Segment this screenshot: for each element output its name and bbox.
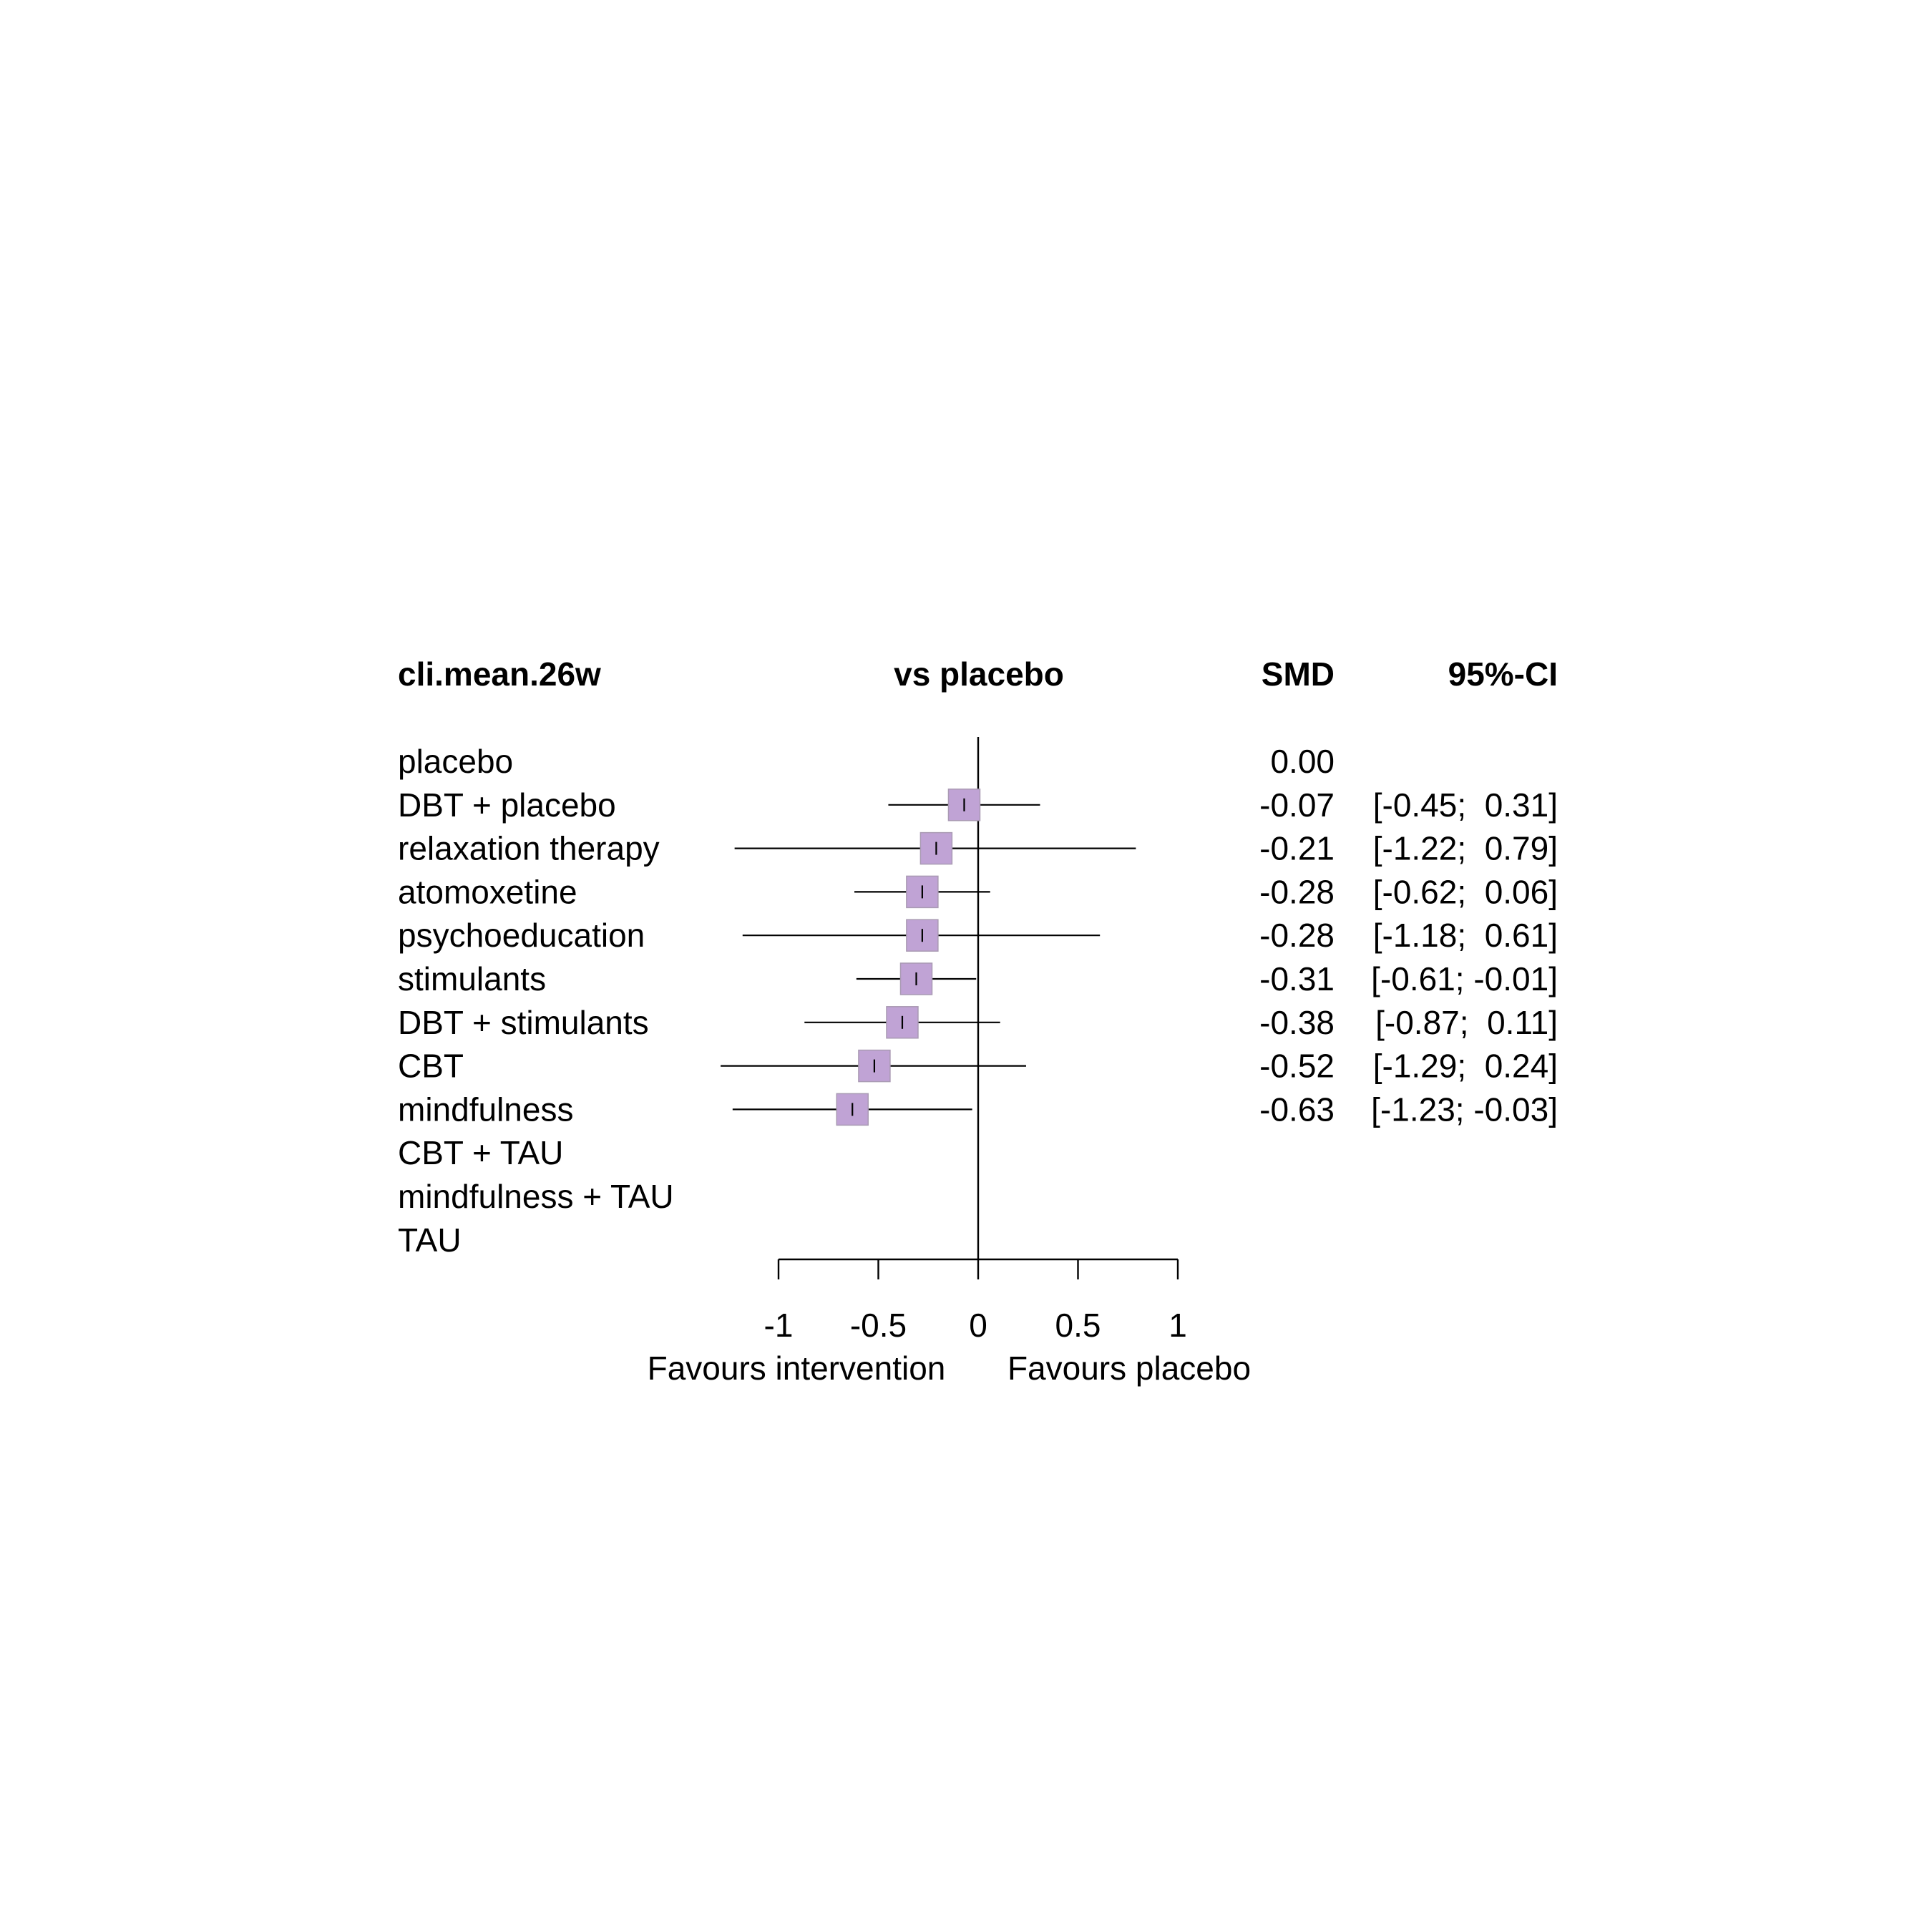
row-label: DBT + placebo xyxy=(398,786,616,824)
row-label: TAU xyxy=(398,1221,462,1259)
ci-value: [-1.22; 0.79] xyxy=(1373,830,1558,867)
row-label: psychoeducation xyxy=(398,917,645,954)
smd-value: -0.28 xyxy=(1259,873,1335,910)
smd-value: -0.28 xyxy=(1259,917,1335,954)
row-label: CBT + TAU xyxy=(398,1134,563,1171)
row-label: placebo xyxy=(398,743,513,780)
row-label: mindfulness xyxy=(398,1091,573,1128)
x-tick-label: 0 xyxy=(969,1307,987,1344)
ci-value: [-1.23; -0.03] xyxy=(1371,1091,1558,1128)
row-label: relaxation therapy xyxy=(398,830,660,867)
smd-value: -0.52 xyxy=(1259,1048,1335,1085)
x-tick-label: -0.5 xyxy=(850,1307,907,1344)
smd-value: -0.38 xyxy=(1259,1004,1335,1041)
smd-value: -0.31 xyxy=(1259,960,1335,997)
smd-value: -0.07 xyxy=(1259,786,1335,824)
x-tick-label: 0.5 xyxy=(1055,1307,1101,1344)
x-tick-label: 1 xyxy=(1169,1307,1187,1344)
row-label: stimulants xyxy=(398,960,546,997)
row-label: atomoxetine xyxy=(398,873,577,910)
x-tick-label: -1 xyxy=(764,1307,794,1344)
row-label: CBT xyxy=(398,1048,464,1085)
header-ci: 95%-CI xyxy=(1448,655,1558,693)
row-label: mindfulness + TAU xyxy=(398,1178,674,1215)
ci-value: [-0.62; 0.06] xyxy=(1373,873,1558,910)
row-label: DBT + stimulants xyxy=(398,1004,649,1041)
header-comparison: vs placebo xyxy=(894,655,1064,693)
ci-value: [-1.18; 0.61] xyxy=(1373,917,1558,954)
header-smd: SMD xyxy=(1262,655,1335,693)
xlabel-right: Favours placebo xyxy=(1008,1350,1251,1387)
smd-value: -0.63 xyxy=(1259,1091,1335,1128)
ci-value: [-1.29; 0.24] xyxy=(1373,1048,1558,1085)
ci-value: [-0.87; 0.11] xyxy=(1375,1004,1558,1041)
smd-value: 0.00 xyxy=(1270,743,1335,780)
ci-value: [-0.61; -0.01] xyxy=(1371,960,1558,997)
xlabel-left: Favours intervention xyxy=(648,1350,946,1387)
effect-box xyxy=(906,875,939,909)
smd-value: -0.21 xyxy=(1259,830,1335,867)
header-outcome: cli.mean.26w xyxy=(398,655,601,693)
ci-value: [-0.45; 0.31] xyxy=(1373,786,1558,824)
